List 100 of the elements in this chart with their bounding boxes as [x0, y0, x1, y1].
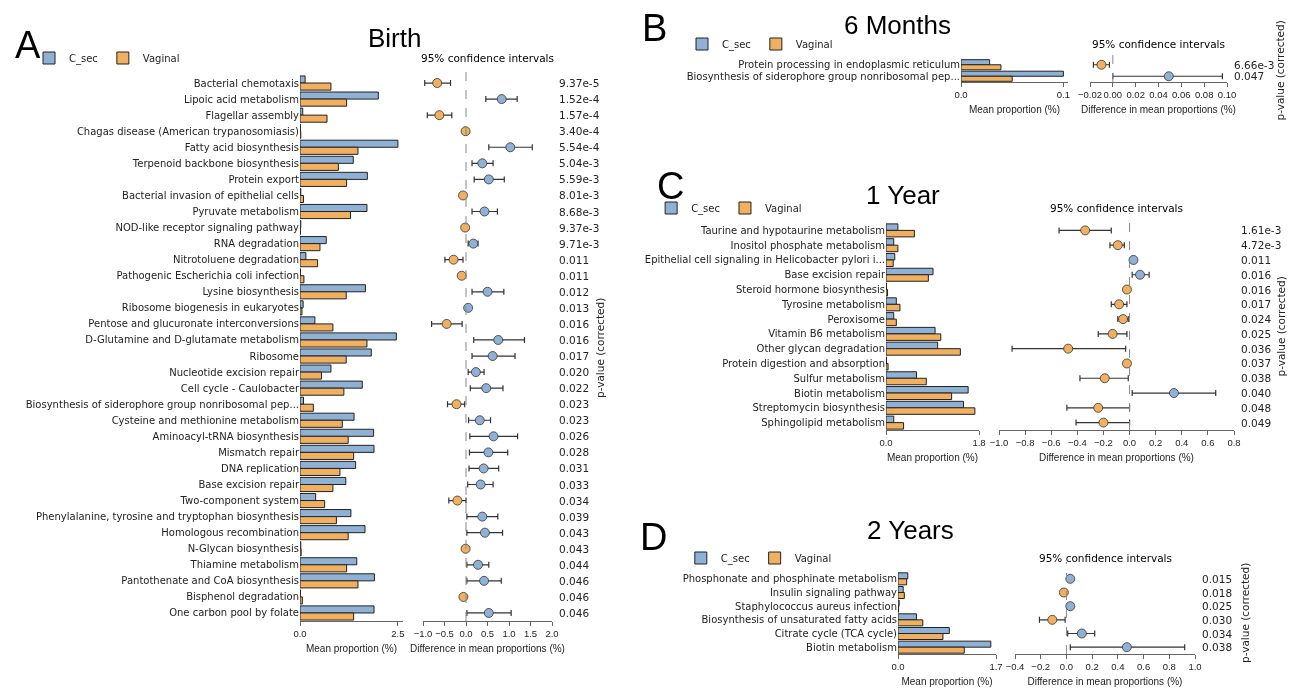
text: B: [642, 7, 668, 49]
text: 3.40e-4: [559, 125, 600, 137]
text: 0.043: [559, 527, 590, 539]
point: [488, 431, 499, 442]
x-tick-label: 0.1: [1056, 89, 1070, 101]
y-tick-label: Protein processing in endoplasmic reticulum: [738, 59, 960, 71]
x-tick-label: 0.00: [1103, 89, 1123, 101]
text: 0.047: [1234, 70, 1265, 82]
chart-title: 95% confidence intervals: [1092, 38, 1225, 50]
point: [483, 608, 494, 618]
text: 0.016: [559, 334, 590, 346]
x-tick-label: −0.2: [1031, 661, 1051, 673]
point: [1107, 328, 1118, 339]
y-tick-label: Homologous recombination: [161, 527, 299, 539]
point: [1047, 614, 1058, 625]
x-tick-label: 0.5: [480, 628, 495, 640]
point: [1128, 255, 1139, 265]
x-tick-label: 0.2: [1149, 437, 1163, 449]
x-tick-label: −1.0: [413, 628, 433, 640]
point: [1169, 388, 1179, 398]
x-axis-title: Mean proportion (%): [968, 103, 1061, 115]
point: [483, 174, 494, 185]
x-tick-label: 0.0: [293, 628, 307, 640]
point: [1114, 299, 1125, 310]
x-tick-label: 1.0: [502, 628, 516, 640]
x-tick-label: 1.0: [1188, 661, 1202, 673]
text: 6.66e-3: [1234, 59, 1275, 71]
legend-label: Vaginal: [795, 38, 833, 50]
text: 0.046: [559, 591, 590, 603]
y2-axis-title: p-value (corrected): [1239, 562, 1251, 663]
y2-axis-title: p-value (corrected): [1273, 20, 1286, 121]
text: 0.025: [1202, 600, 1233, 612]
x-axis-title: Difference in mean proportions (%): [1039, 451, 1194, 463]
point: [1063, 343, 1074, 354]
y-tick-label: Epithelial cell signaling in Helicobacter pylori i...: [644, 254, 885, 266]
y-tick-label: Protein digestion and absorption: [722, 357, 885, 369]
point: [478, 463, 489, 474]
point: [1122, 284, 1132, 295]
y-tick-label: Lipoic acid metabolism: [183, 93, 299, 105]
text: 0.011: [559, 270, 590, 282]
text: 0.024: [1241, 313, 1272, 325]
point: [452, 495, 463, 506]
x-tick-label: 2.0: [545, 628, 559, 640]
y-tick-label: Peroxisome: [827, 313, 885, 325]
chart-title: 95% confidence intervals: [1050, 202, 1183, 214]
text: 5.04e-3: [559, 157, 600, 169]
text: 0.022: [559, 382, 590, 394]
point: [460, 222, 471, 233]
text: 0.012: [559, 286, 590, 298]
text: 9.71e-3: [559, 238, 600, 250]
x-tick-label: 0.0: [1059, 661, 1074, 673]
x-axis-title: Difference in mean proportions (%): [1027, 675, 1183, 687]
y-tick-label: D-Glutamine and D-glutamate metabolism: [85, 334, 299, 346]
y-tick-label: Streptomycin biosynthesis: [752, 402, 885, 414]
y-tick-label: Biotin metabolism: [806, 641, 897, 653]
y-tick-label: Base excision repair: [784, 269, 886, 281]
x-tick-label: 1.8: [972, 437, 986, 449]
y-tick-label: Cysteine and methionine metabolism: [111, 414, 299, 426]
text: 0.046: [559, 575, 590, 587]
x-tick-label: −0.4: [1067, 437, 1087, 449]
y-tick-label: Pentose and glucuronate interconversions: [88, 318, 299, 330]
x-tick-label: 0.06: [1172, 89, 1191, 101]
legend-label: Vaginal: [142, 52, 180, 64]
text: 0.011: [559, 254, 590, 266]
chart-title: 2 Years: [867, 515, 954, 545]
text: 0.048: [1241, 402, 1272, 414]
y2-axis-title: p-value (corrected): [594, 297, 606, 398]
chart-title: 95% confidence intervals: [421, 52, 554, 64]
text: 1.57e-4: [559, 109, 600, 121]
point: [451, 399, 462, 410]
point: [1065, 573, 1076, 584]
text: 0.034: [559, 495, 590, 507]
y-tick-label: Flagellar assembly: [205, 109, 300, 121]
text: 0.016: [1241, 269, 1272, 281]
text: 0.033: [559, 479, 590, 491]
point: [1122, 358, 1132, 369]
text: 0.026: [559, 430, 590, 442]
x-tick-label: 0.4: [1175, 437, 1189, 449]
y-tick-label: Other glycan degradation: [756, 343, 885, 355]
text: 0.025: [1241, 328, 1272, 340]
point: [480, 527, 490, 538]
point: [458, 190, 468, 201]
text: 8.01e-3: [559, 189, 600, 201]
point: [505, 142, 516, 153]
x-axis-title: Difference in mean proportions (%): [1081, 103, 1236, 115]
x-axis-title: Difference in mean proportions (%): [410, 642, 565, 654]
text: 9.37e-3: [559, 222, 600, 234]
y-tick-label: Pyruvate metabolism: [192, 206, 299, 217]
text: 0.043: [559, 543, 590, 555]
x-tick-label: 0.0: [459, 628, 473, 640]
point: [479, 206, 490, 217]
x-tick-label: −1.0: [989, 437, 1009, 449]
point: [1058, 587, 1069, 598]
text: 0.044: [559, 559, 590, 571]
y-tick-label: Aminoacyl-tRNA biosynthesis: [152, 430, 299, 442]
y-tick-label: RNA degradation: [213, 238, 299, 250]
x-tick-label: 1.5: [523, 628, 538, 640]
text: 5.59e-3: [559, 173, 600, 185]
y2-axis-title: p-value (corrected): [1274, 276, 1287, 377]
y-tick-label: Vitamin B6 metabolism: [768, 328, 885, 340]
